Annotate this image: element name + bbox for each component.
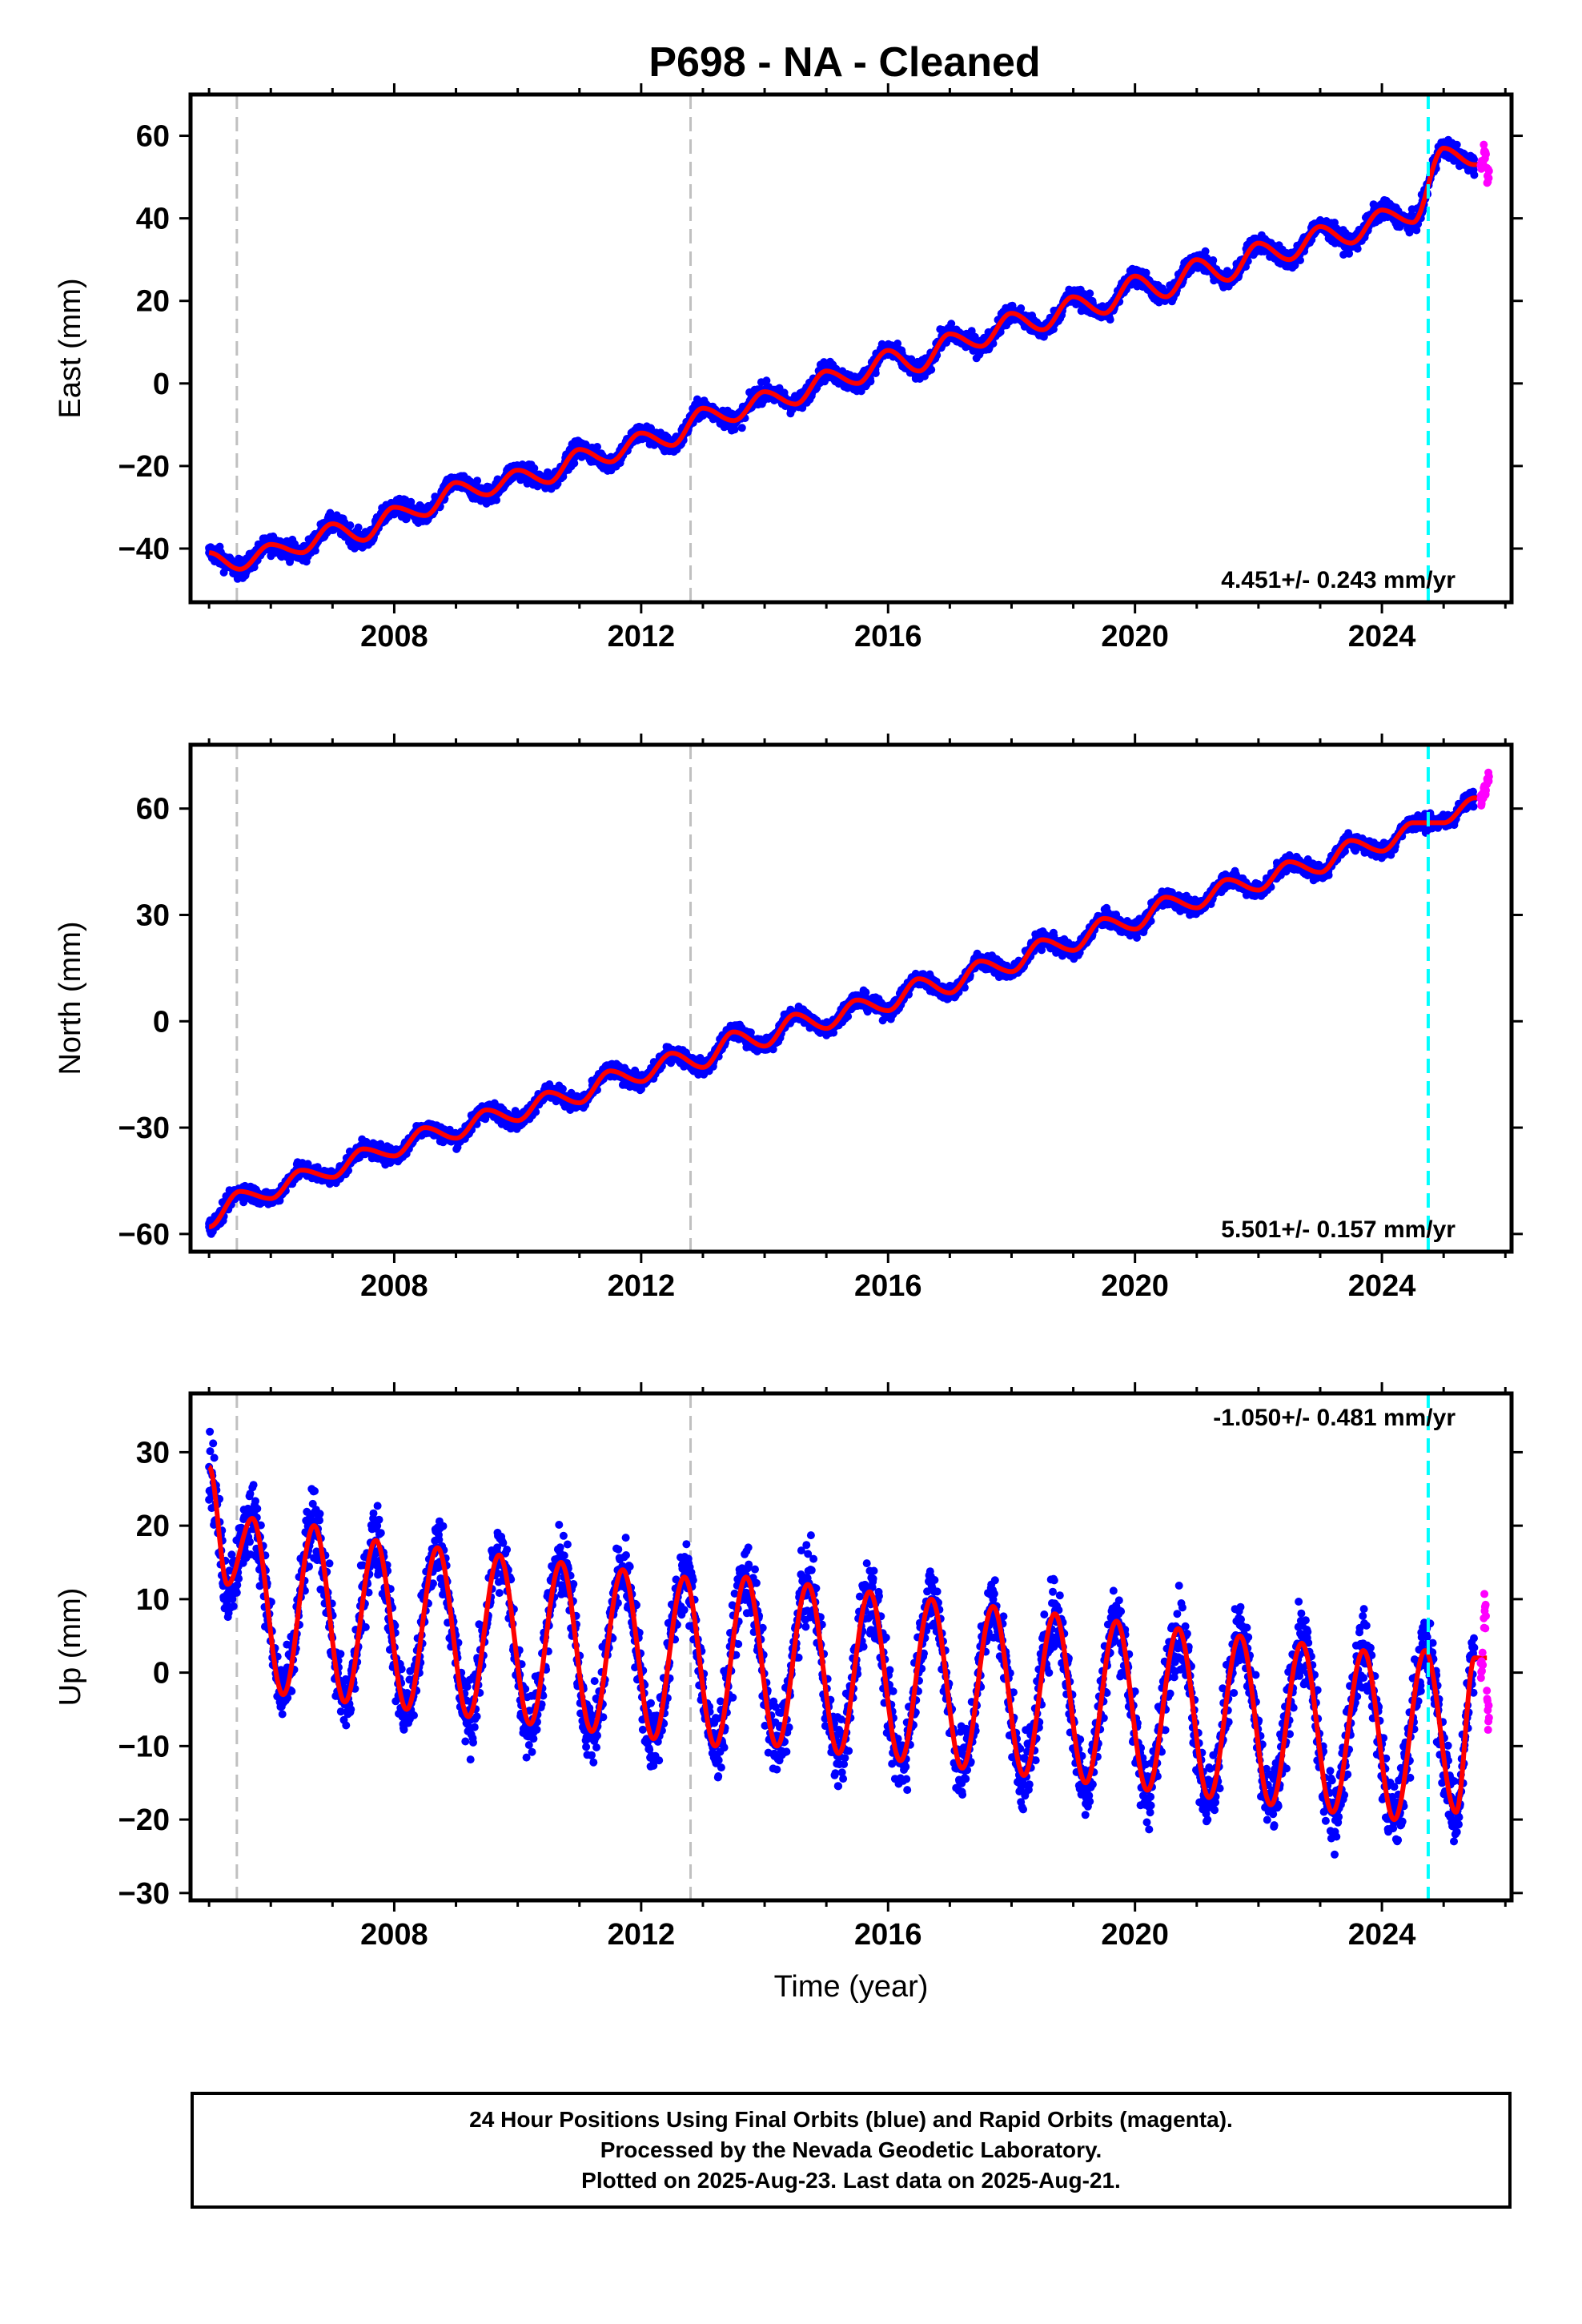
- data-point: [473, 476, 482, 485]
- data-point: [354, 523, 363, 532]
- data-point: [871, 369, 880, 377]
- data-point: [558, 1084, 567, 1093]
- data-point: [1209, 256, 1218, 264]
- rate-label: 4.451+/- 0.243 mm/yr: [1221, 567, 1456, 593]
- x-tick-label: 2020: [1101, 620, 1169, 653]
- data-point: [1201, 247, 1210, 255]
- data-point: [1106, 316, 1114, 324]
- x-tick-label: 2016: [854, 620, 922, 653]
- data-point: [1017, 304, 1026, 312]
- plot-area: [205, 94, 1493, 602]
- data-point: [326, 509, 335, 517]
- data-point: [1470, 171, 1479, 179]
- plot-area: [205, 745, 1493, 1252]
- data-point: [593, 443, 601, 451]
- y-tick-label: −40: [118, 533, 170, 566]
- data-point: [346, 521, 355, 529]
- model-fit-line: [208, 146, 1488, 572]
- y-axis-label: East (mm): [54, 278, 87, 418]
- rapid-data-point: [1484, 174, 1493, 183]
- chart-title: P698 - NA - Cleaned: [648, 39, 1040, 86]
- data-point: [730, 425, 739, 434]
- y-tick-label: −20: [118, 450, 170, 484]
- series-final-orbits: [205, 135, 1479, 583]
- data-point: [1086, 289, 1094, 298]
- y-tick-label: 60: [136, 120, 170, 154]
- x-tick-label: 2024: [1348, 620, 1416, 653]
- data-point: [1353, 244, 1362, 253]
- data-point: [893, 340, 902, 348]
- y-tick-label: 20: [136, 285, 170, 319]
- x-tick-label: 2012: [608, 620, 676, 653]
- data-point: [737, 424, 746, 432]
- y-tick-label: 0: [153, 368, 170, 401]
- series-rapid-orbits: [1476, 140, 1493, 187]
- data-point: [947, 320, 956, 328]
- data-point: [866, 377, 875, 386]
- y-tick-label: 40: [136, 203, 170, 236]
- panels-group: 2008 2012 2016 2020 2024 −40 −20 0 20 40 60 East (m…: [54, 83, 1523, 2004]
- panel-1: 2008 2012 2016 2020 2024 −40 −20 0 20 40 60 East (m…: [54, 83, 1523, 653]
- data-point: [492, 496, 501, 505]
- data-point: [798, 404, 807, 412]
- data-point: [570, 459, 579, 468]
- data-point: [927, 365, 936, 374]
- rapid-data-point: [1482, 150, 1491, 159]
- axes-frame: [188, 92, 1514, 605]
- rapid-data-point: [1484, 167, 1493, 175]
- x-tick-label: 2008: [360, 620, 428, 653]
